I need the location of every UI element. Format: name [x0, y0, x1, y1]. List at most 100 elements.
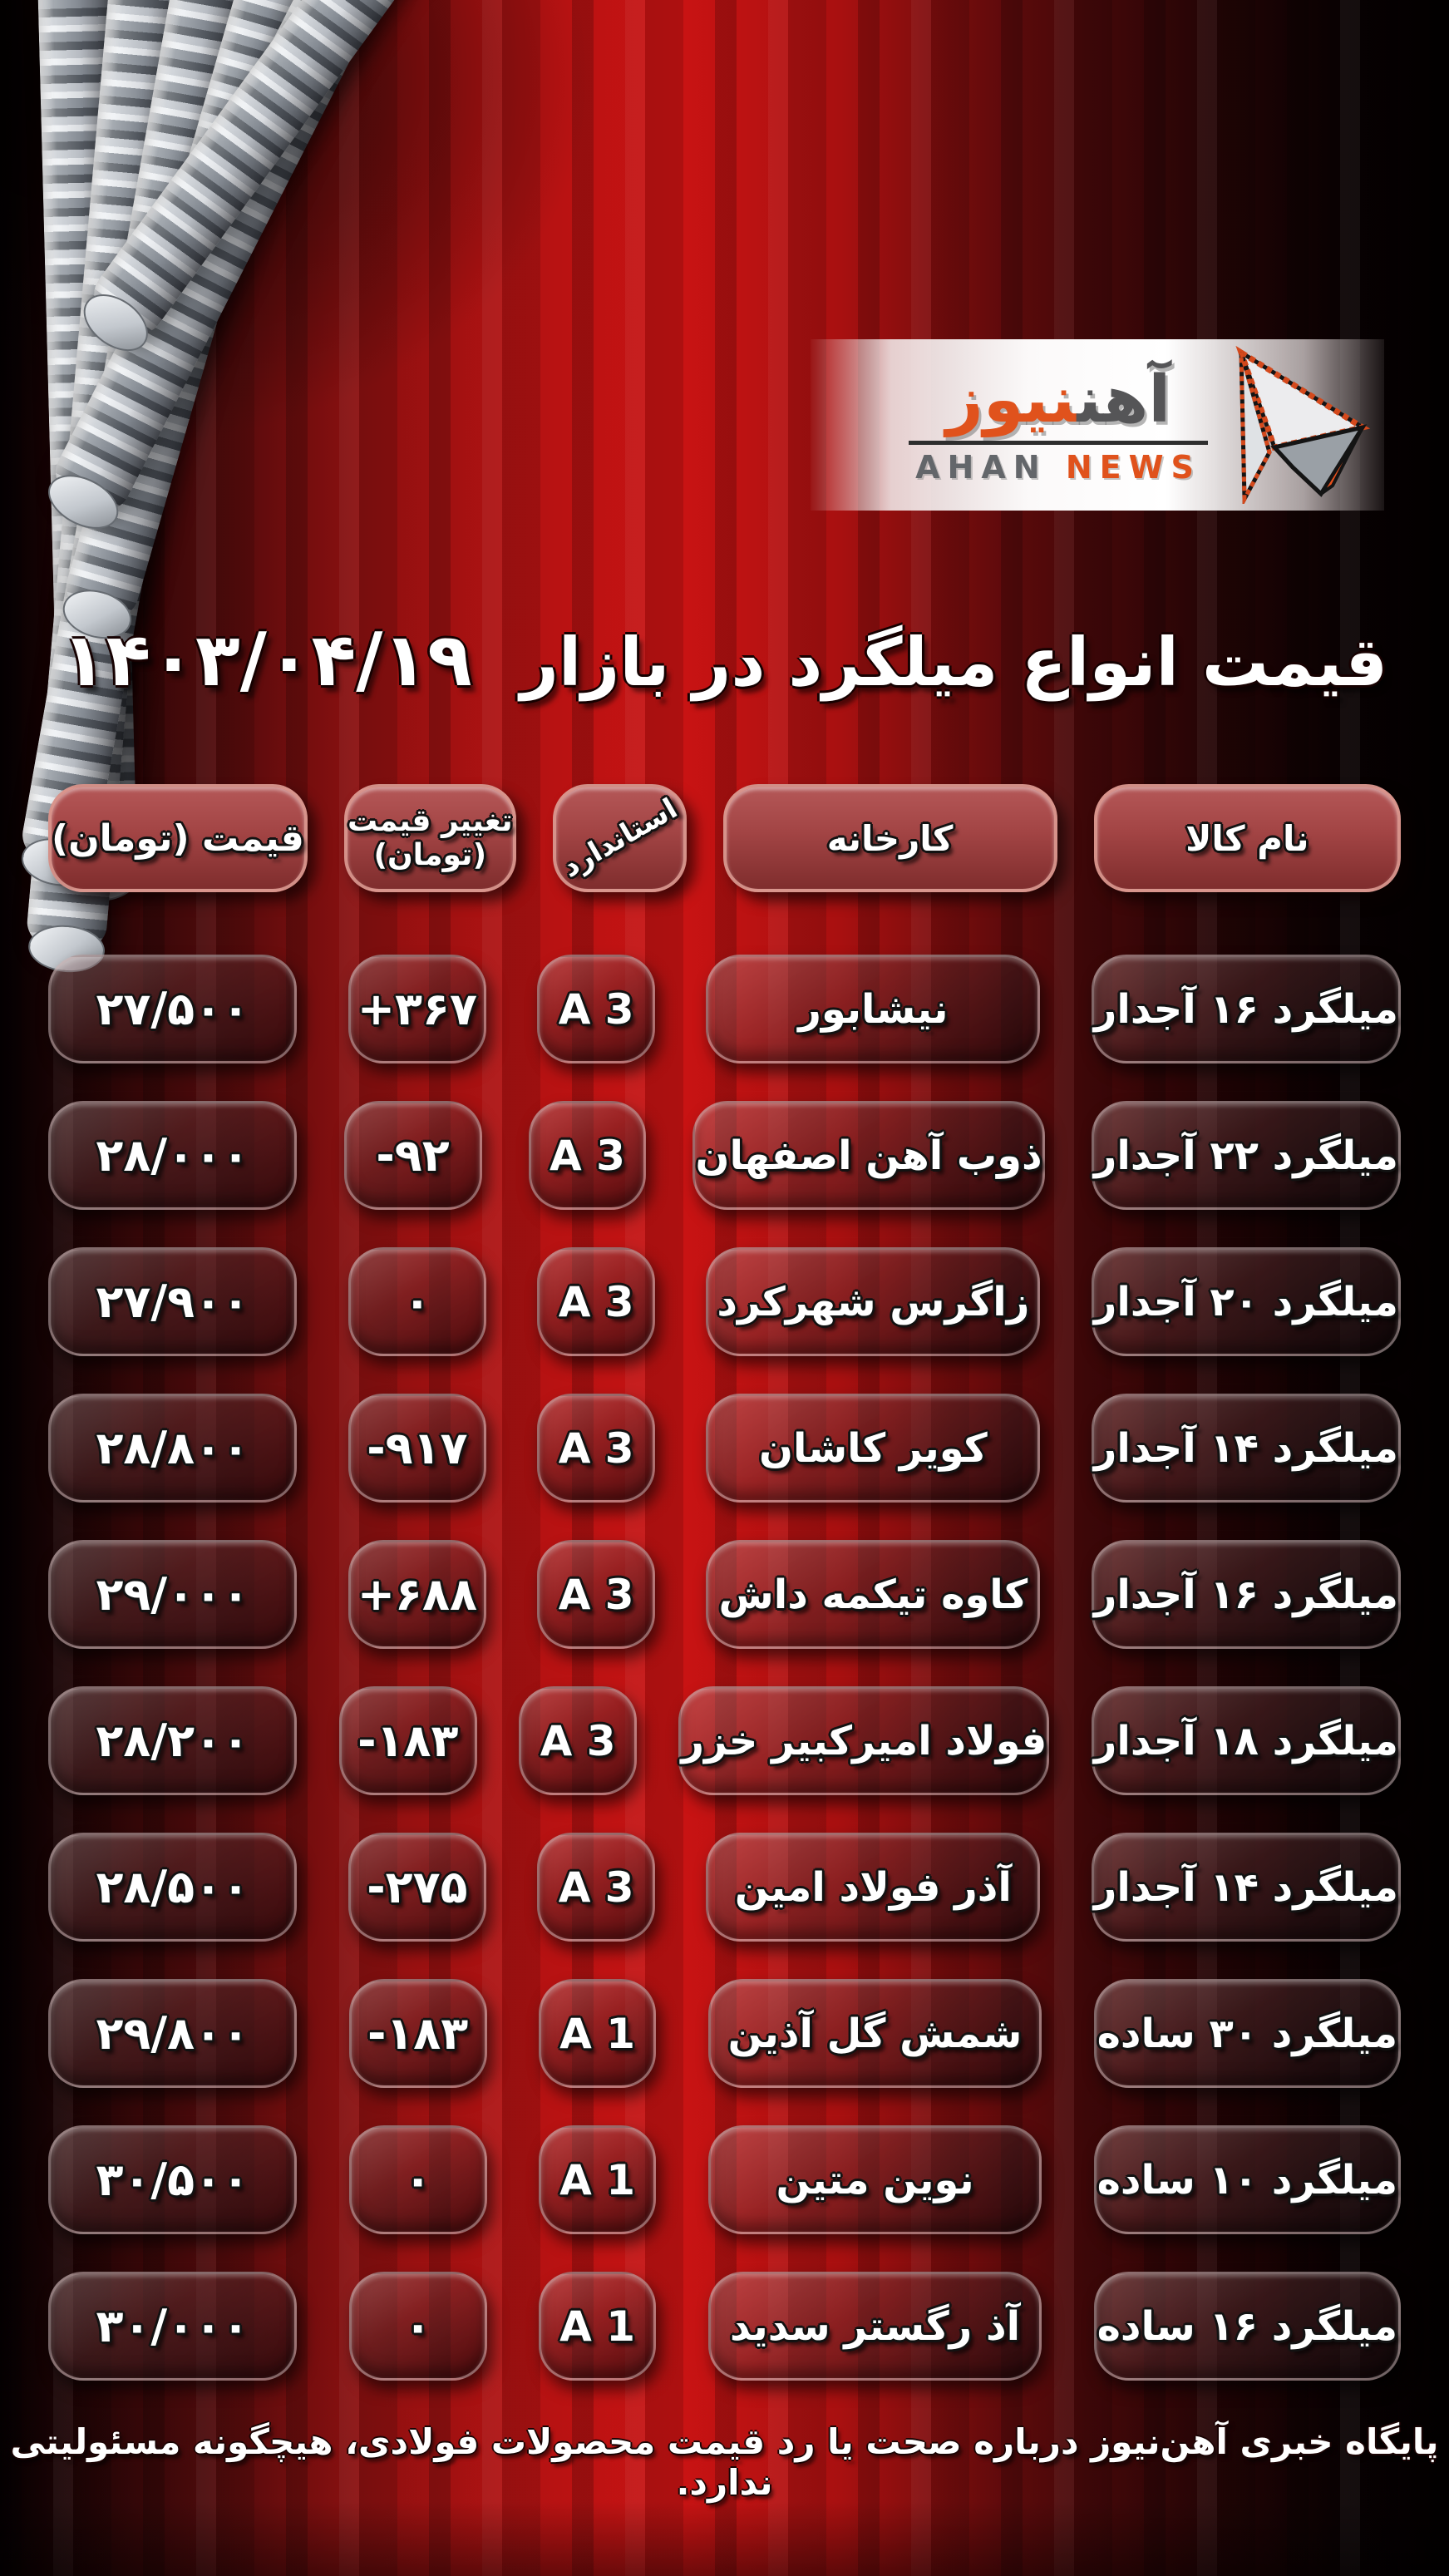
logo-fa-orange: نیوز	[945, 362, 1078, 437]
page-title: قیمت انواع میلگرد در بازار ۱۴۰۳/۰۴/۱۹	[0, 617, 1449, 703]
factory-value: آذ رگستر سدید	[730, 2302, 1021, 2350]
standard-cell: A 3	[528, 1101, 647, 1210]
product-name-cell: میلگرد ۱۶ ساده	[1093, 2272, 1401, 2381]
product-name-cell: میلگرد ۱۶ آجدار	[1091, 1540, 1401, 1649]
factory-value: شمش گل آذین	[727, 2010, 1023, 2057]
factory-value: فولاد امیرکبیر خزر	[681, 1717, 1047, 1764]
factory-value: نوین متین	[776, 2156, 974, 2203]
table-header-row: نام کالا کارخانه استاندارد تغییر قیمت (ت…	[48, 784, 1401, 892]
table-row: میلگرد ۲۰ آجدار زاگرس شهرکرد A 3 ۰ ۲۷/۹۰…	[48, 1247, 1401, 1356]
standard-cell: A 3	[537, 1540, 655, 1649]
rebar-rod	[59, 0, 355, 628]
price-change-cell: -۹۱۷	[347, 1394, 486, 1503]
standard-value: A 3	[558, 1424, 634, 1473]
rebar-rod	[81, 0, 476, 347]
price-change-value: +۳۶۷	[357, 983, 477, 1035]
factory-cell: ذوب آهن اصفهان	[692, 1101, 1045, 1210]
product-name-cell: میلگرد ۱۸ آجدار	[1091, 1686, 1401, 1795]
standard-value: A 3	[558, 1277, 634, 1326]
price-change-value: ۰	[404, 2300, 432, 2352]
factory-cell: کویر کاشان	[706, 1394, 1041, 1503]
price-cell: ۲۷/۵۰۰	[48, 955, 298, 1063]
standard-cell: A 1	[538, 2272, 657, 2381]
rebar-rod	[45, 0, 440, 522]
table-row: میلگرد ۱۰ ساده نوین متین A 1 ۰ ۳۰/۵۰۰	[48, 2125, 1401, 2234]
product-name-value: میلگرد ۱۰ ساده	[1097, 2156, 1398, 2203]
price-change-cell: ۰	[348, 2272, 487, 2381]
product-name-value: میلگرد ۳۰ ساده	[1097, 2010, 1398, 2057]
price-cell: ۲۸/۰۰۰	[48, 1101, 298, 1210]
logo-text: آهننیوز AHAN NEWS	[909, 368, 1208, 483]
price-cell: ۲۷/۹۰۰	[48, 1247, 298, 1356]
price-change-value: -۲۷۵	[367, 1861, 468, 1913]
price-value: ۲۸/۸۰۰	[96, 1422, 249, 1474]
logo-divider	[909, 440, 1208, 445]
factory-cell: نیشابور	[706, 955, 1041, 1063]
factory-cell: شمش گل آذین	[707, 1979, 1042, 2088]
standard-value: A 3	[550, 1131, 625, 1180]
header-price-change-label: تغییر قیمت (تومان)	[347, 804, 513, 873]
price-value: ۲۹/۸۰۰	[96, 2007, 249, 2060]
product-name-cell: میلگرد ۳۰ ساده	[1093, 1979, 1401, 2088]
price-cell: ۲۹/۰۰۰	[48, 1540, 298, 1649]
factory-cell: فولاد امیرکبیر خزر	[678, 1686, 1050, 1795]
price-change-value: -۹۱۷	[367, 1422, 468, 1474]
price-change-value: ۰	[403, 1276, 431, 1328]
product-name-value: میلگرد ۲۰ آجدار	[1093, 1278, 1398, 1325]
price-cell: ۳۰/۵۰۰	[48, 2125, 298, 2234]
product-name-value: میلگرد ۱۴ آجدار	[1093, 1424, 1398, 1472]
price-change-cell: -۲۷۵	[347, 1833, 486, 1942]
table-row: میلگرد ۱۶ آجدار کاوه تیکمه داش A 3 +۶۸۸ …	[48, 1540, 1401, 1649]
standard-cell: A 1	[538, 1979, 657, 2088]
table-row: میلگرد ۱۴ آجدار آذر فولاد امین A 3 -۲۷۵ …	[48, 1833, 1401, 1942]
price-change-cell: ۰	[348, 2125, 487, 2234]
price-value: ۲۸/۵۰۰	[96, 1861, 249, 1913]
factory-value: کاوه تیکمه داش	[718, 1571, 1028, 1618]
table-row: میلگرد ۲۲ آجدار ذوب آهن اصفهان A 3 -۹۲ ۲…	[48, 1101, 1401, 1210]
price-value: ۳۰/۵۰۰	[96, 2154, 249, 2206]
title-text: قیمت انواع میلگرد در بازار	[520, 624, 1388, 701]
table-row: میلگرد ۱۶ ساده آذ رگستر سدید A 1 ۰ ۳۰/۰۰…	[48, 2272, 1401, 2381]
product-name-cell: میلگرد ۱۰ ساده	[1093, 2125, 1401, 2234]
factory-value: زاگرس شهرکرد	[717, 1278, 1030, 1325]
price-change-cell: -۹۲	[343, 1101, 482, 1210]
product-name-value: میلگرد ۱۸ آجدار	[1093, 1717, 1398, 1764]
price-cell: ۲۹/۸۰۰	[48, 1979, 298, 2088]
table-row: میلگرد ۱۸ آجدار فولاد امیرکبیر خزر A 3 -…	[48, 1686, 1401, 1795]
price-change-value: +۶۸۸	[357, 1568, 477, 1621]
product-name-cell: میلگرد ۲۰ آجدار	[1091, 1247, 1401, 1356]
footer: پایگاه خبری آهن‌نیوز درباره صحت یا رد قی…	[0, 2421, 1449, 2503]
header-standard: استاندارد	[552, 784, 687, 892]
table-row: میلگرد ۱۶ آجدار نیشابور A 3 +۳۶۷ ۲۷/۵۰۰	[48, 955, 1401, 1063]
standard-cell: A 3	[537, 1833, 655, 1942]
ahan-news-logo: آهننیوز AHAN NEWS	[811, 339, 1384, 511]
standard-cell: A 3	[537, 1394, 655, 1503]
factory-cell: کاوه تیکمه داش	[706, 1540, 1041, 1649]
standard-cell: A 1	[538, 2125, 657, 2234]
header-price: قیمت (تومان)	[48, 784, 308, 892]
price-change-cell: +۶۸۸	[347, 1540, 486, 1649]
standard-value: A 1	[559, 2009, 636, 2058]
header-price-label: قیمت (تومان)	[52, 817, 304, 860]
price-change-value: ۰	[404, 2154, 432, 2206]
price-change-value: -۹۲	[376, 1129, 450, 1182]
product-name-value: میلگرد ۲۲ آجدار	[1093, 1132, 1398, 1179]
standard-value: A 3	[558, 985, 634, 1034]
price-change-cell: +۳۶۷	[347, 955, 486, 1063]
header-price-change: تغییر قیمت (تومان)	[343, 784, 516, 892]
logo-fa-gray: آهن	[1077, 362, 1172, 437]
price-value: ۲۷/۹۰۰	[96, 1276, 249, 1328]
price-value: ۲۸/۰۰۰	[96, 1129, 249, 1182]
product-name-cell: میلگرد ۲۲ آجدار	[1091, 1101, 1401, 1210]
price-value: ۲۹/۰۰۰	[96, 1568, 249, 1621]
product-name-cell: میلگرد ۱۶ آجدار	[1091, 955, 1401, 1063]
product-name-value: میلگرد ۱۶ آجدار	[1093, 1571, 1398, 1618]
price-change-value: -۱۸۳	[367, 2007, 469, 2060]
paper-plane-arrow-icon	[1235, 346, 1371, 504]
factory-cell: زاگرس شهرکرد	[706, 1247, 1041, 1356]
table-row: میلگرد ۱۴ آجدار کویر کاشان A 3 -۹۱۷ ۲۸/۸…	[48, 1394, 1401, 1503]
standard-cell: A 3	[537, 1247, 655, 1356]
logo-persian-wordmark: آهننیوز	[946, 368, 1172, 432]
footer-disclaimer: پایگاه خبری آهن‌نیوز درباره صحت یا رد قی…	[10, 2421, 1439, 2503]
